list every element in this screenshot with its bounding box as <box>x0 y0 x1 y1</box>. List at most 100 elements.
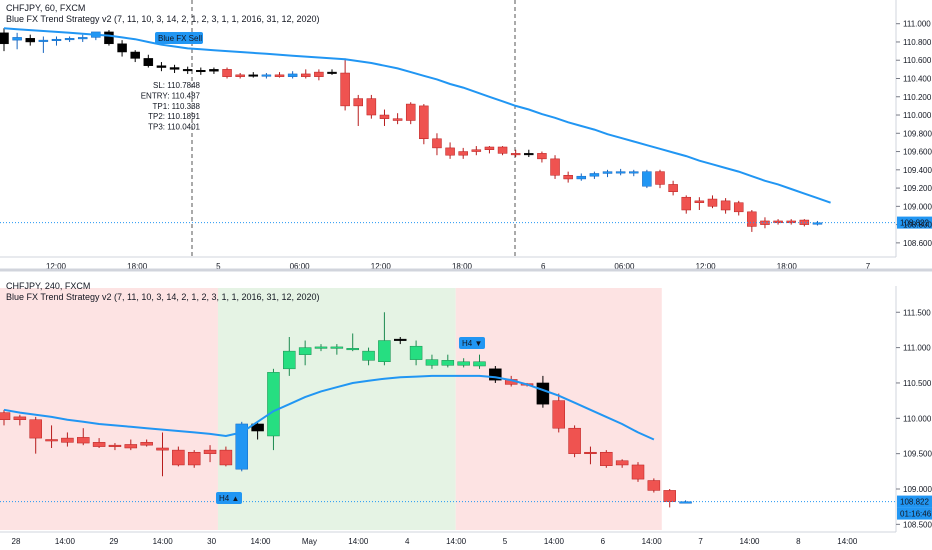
candle-body <box>64 38 75 41</box>
trade-level-label: ENTRY: 110.487 <box>141 91 201 100</box>
candle-body <box>366 98 377 116</box>
candle-body <box>409 345 423 360</box>
candle-body <box>425 359 439 366</box>
panel-2-header: CHFJPY, 240, FXCM Blue FX Trend Strategy… <box>6 281 320 303</box>
candle-body <box>25 38 35 43</box>
background-zone <box>0 288 218 530</box>
time-tick-label: 14:00 <box>642 537 663 546</box>
trade-level-label: TP2: 110.1891 <box>148 112 200 121</box>
price-tick-label: 109.600 <box>903 148 932 157</box>
time-tick-label: 6 <box>601 537 606 546</box>
trend-line <box>3 374 655 441</box>
candle-body <box>92 442 106 447</box>
time-tick-label: 18:00 <box>127 262 148 271</box>
candle-body <box>13 416 27 420</box>
candle-body <box>536 382 550 405</box>
candle-body <box>156 65 167 68</box>
candle-body <box>182 69 193 72</box>
candle-body <box>405 103 416 121</box>
time-tick-label: 29 <box>109 537 118 546</box>
candle-body <box>489 368 502 381</box>
signal-label-bg <box>216 492 242 504</box>
price-tick-label: 109.000 <box>903 202 932 211</box>
candle-body <box>524 153 534 156</box>
candle-body <box>773 220 783 224</box>
candle-body <box>458 151 468 156</box>
time-tick-label: 30 <box>207 537 216 546</box>
candle-body <box>156 447 169 451</box>
candle-body <box>473 361 486 367</box>
candle-body <box>283 350 296 370</box>
price-tick-label: 108.800 <box>903 221 932 230</box>
candle-body <box>552 400 565 429</box>
candle-body <box>419 105 429 140</box>
time-tick-label: 14:00 <box>55 537 76 546</box>
time-tick-label: 18:00 <box>452 262 473 271</box>
candle-body <box>631 464 645 480</box>
time-tick-label: 4 <box>405 537 410 546</box>
candle-body <box>445 147 455 156</box>
candle-body <box>12 37 22 41</box>
panel-1-header: CHFJPY, 60, FXCM Blue FX Trend Strategy … <box>6 3 320 25</box>
candle-body <box>251 423 264 432</box>
signal-label: H4 ▲ <box>219 494 239 503</box>
candle-body <box>77 37 88 40</box>
panel-1 <box>0 0 932 258</box>
signal-label: Blue FX Sell <box>158 34 202 43</box>
panel-1-symbol[interactable]: CHFJPY, 60, FXCM <box>6 3 86 13</box>
candle-body <box>720 200 731 211</box>
candle-body <box>550 158 560 176</box>
price-tick-label: 110.000 <box>903 414 932 423</box>
price-tick-label: 110.200 <box>903 93 932 102</box>
time-tick-label: May <box>302 537 317 546</box>
time-tick-label: 14:00 <box>250 537 271 546</box>
time-tick-label: 12:00 <box>46 262 67 271</box>
candle-body <box>45 439 58 442</box>
candle-body <box>497 146 508 154</box>
panel-2-indicator[interactable]: Blue FX Trend Strategy v2 (7, 11, 10, 3,… <box>6 292 320 302</box>
price-tick-label: 110.800 <box>903 38 932 47</box>
candle-body <box>77 437 90 444</box>
candle-body <box>51 38 62 41</box>
candle-body <box>203 449 217 454</box>
candle-body <box>812 222 823 225</box>
trend-line <box>3 27 831 204</box>
candle-body <box>187 451 201 466</box>
candle-body <box>124 444 138 449</box>
candle-body <box>117 43 127 53</box>
time-tick-label: 28 <box>12 537 21 546</box>
trade-level-label: SL: 110.7848 <box>153 81 201 90</box>
price-tick-label: 109.500 <box>903 450 932 459</box>
candle-body <box>314 346 328 349</box>
time-tick-label: 18:00 <box>777 262 798 271</box>
countdown-tag <box>897 507 932 520</box>
panel-1-indicator[interactable]: Blue FX Trend Strategy v2 (7, 11, 10, 3,… <box>6 14 320 24</box>
time-tick-label: 06:00 <box>614 262 635 271</box>
signal-label: H4 ▼ <box>462 339 482 348</box>
price-tick-label: 109.800 <box>903 129 932 138</box>
price-tick-label: 111.000 <box>903 20 931 29</box>
candle-body <box>663 490 676 502</box>
panel-2 <box>0 286 932 533</box>
candle-body <box>484 146 495 150</box>
candle-body <box>353 98 363 107</box>
last-price-label: 108.822 <box>900 219 929 228</box>
candle-body <box>615 171 626 174</box>
time-tick-label: 14:00 <box>739 537 760 546</box>
candle-body <box>209 69 219 72</box>
time-tick-label: 8 <box>796 537 801 546</box>
candle-body <box>576 175 587 180</box>
candle-body <box>379 114 390 119</box>
price-tick-label: 111.000 <box>903 344 931 353</box>
signal-label-bg <box>155 32 203 44</box>
panel-2-symbol[interactable]: CHFJPY, 240, FXCM <box>6 281 91 291</box>
candle-body <box>537 153 547 160</box>
last-price-tag <box>897 495 932 508</box>
candle-body <box>747 211 757 227</box>
candle-body <box>340 72 350 107</box>
candle-body <box>471 149 482 152</box>
candle-body <box>647 480 661 491</box>
candle-body <box>0 412 11 420</box>
